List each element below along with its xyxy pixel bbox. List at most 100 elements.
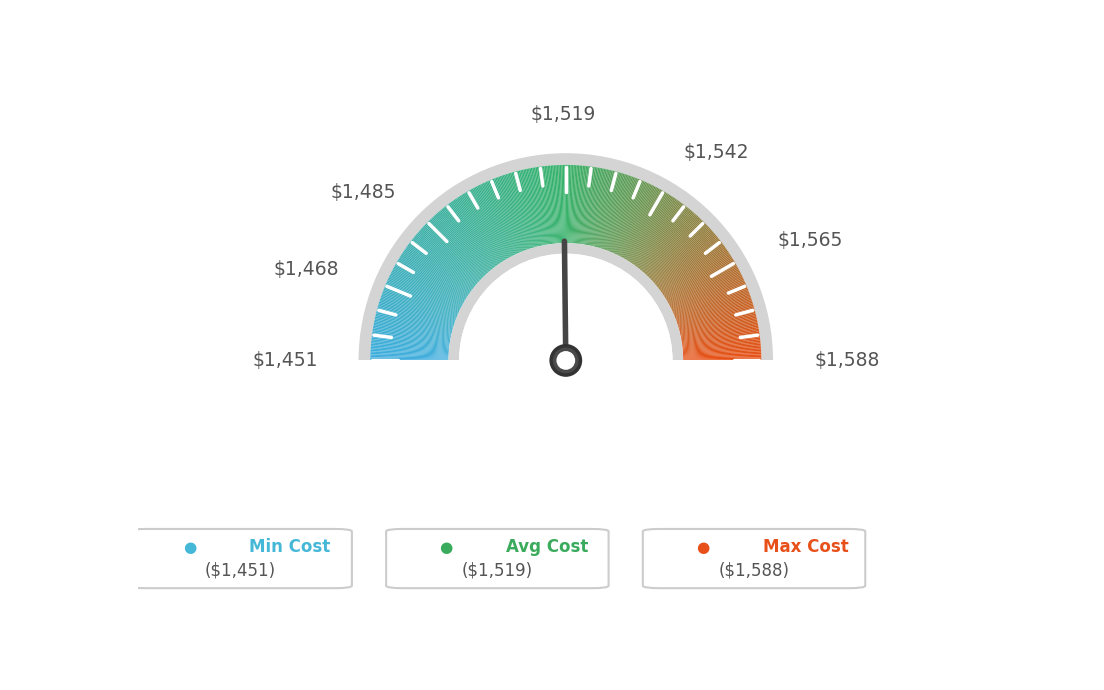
Wedge shape <box>604 175 630 250</box>
Wedge shape <box>666 258 733 300</box>
Wedge shape <box>476 186 512 256</box>
Wedge shape <box>383 290 456 319</box>
Wedge shape <box>402 252 468 296</box>
Wedge shape <box>683 350 761 355</box>
Wedge shape <box>406 247 470 293</box>
Wedge shape <box>448 203 496 266</box>
Wedge shape <box>577 166 587 244</box>
Wedge shape <box>566 165 569 243</box>
FancyBboxPatch shape <box>643 529 866 588</box>
Wedge shape <box>501 175 528 250</box>
Wedge shape <box>545 166 555 244</box>
Wedge shape <box>478 185 514 255</box>
Wedge shape <box>475 187 512 257</box>
Wedge shape <box>682 335 760 346</box>
Wedge shape <box>567 165 571 243</box>
Wedge shape <box>370 356 448 359</box>
Wedge shape <box>379 302 454 326</box>
Wedge shape <box>378 307 453 329</box>
Wedge shape <box>371 339 449 348</box>
Wedge shape <box>643 212 694 272</box>
Wedge shape <box>608 178 638 251</box>
Wedge shape <box>459 195 503 262</box>
Wedge shape <box>640 209 690 270</box>
Wedge shape <box>371 351 448 356</box>
Wedge shape <box>456 198 500 264</box>
Text: ●: ● <box>182 540 197 555</box>
Wedge shape <box>654 231 713 284</box>
Wedge shape <box>412 238 475 288</box>
Wedge shape <box>394 265 464 304</box>
Wedge shape <box>616 184 650 255</box>
Wedge shape <box>678 303 753 327</box>
Wedge shape <box>594 170 615 247</box>
Wedge shape <box>630 197 675 263</box>
Wedge shape <box>385 284 458 315</box>
Wedge shape <box>405 248 470 294</box>
Wedge shape <box>412 239 474 288</box>
Wedge shape <box>443 208 492 270</box>
Wedge shape <box>669 268 739 306</box>
Wedge shape <box>623 189 661 258</box>
Text: ($1,451): ($1,451) <box>205 562 276 580</box>
Wedge shape <box>422 228 479 282</box>
Wedge shape <box>378 306 453 328</box>
Wedge shape <box>502 175 529 250</box>
Wedge shape <box>677 295 751 322</box>
Wedge shape <box>626 192 667 260</box>
Wedge shape <box>618 186 655 256</box>
Wedge shape <box>664 253 730 297</box>
Wedge shape <box>591 169 608 246</box>
Wedge shape <box>397 259 465 301</box>
Wedge shape <box>415 235 476 286</box>
Wedge shape <box>628 195 672 262</box>
Wedge shape <box>549 166 556 244</box>
Wedge shape <box>593 170 613 246</box>
Wedge shape <box>665 256 732 298</box>
Wedge shape <box>682 331 760 344</box>
Wedge shape <box>375 316 452 335</box>
Wedge shape <box>371 337 449 348</box>
Wedge shape <box>661 248 726 294</box>
Wedge shape <box>673 282 745 314</box>
Wedge shape <box>370 354 448 357</box>
Circle shape <box>556 351 575 370</box>
Wedge shape <box>414 236 476 286</box>
Text: $1,588: $1,588 <box>814 351 880 370</box>
Wedge shape <box>682 345 761 352</box>
Wedge shape <box>677 299 752 324</box>
Text: Max Cost: Max Cost <box>763 538 848 556</box>
Wedge shape <box>569 165 572 243</box>
Text: $1,485: $1,485 <box>331 184 396 202</box>
Wedge shape <box>423 226 481 280</box>
Wedge shape <box>560 165 563 243</box>
Wedge shape <box>637 205 686 268</box>
Wedge shape <box>625 191 666 259</box>
Wedge shape <box>683 357 762 359</box>
Wedge shape <box>386 282 458 314</box>
Wedge shape <box>445 206 493 268</box>
Wedge shape <box>660 244 724 291</box>
Wedge shape <box>682 346 761 353</box>
Wedge shape <box>676 291 750 320</box>
Wedge shape <box>374 321 450 337</box>
Wedge shape <box>656 236 718 286</box>
Wedge shape <box>671 276 743 310</box>
Wedge shape <box>656 235 716 286</box>
Wedge shape <box>675 287 747 317</box>
Wedge shape <box>429 219 485 276</box>
Wedge shape <box>581 166 592 244</box>
Wedge shape <box>510 172 533 248</box>
Text: $1,451: $1,451 <box>252 351 318 370</box>
Wedge shape <box>432 217 486 275</box>
Wedge shape <box>394 266 463 305</box>
Wedge shape <box>652 229 711 282</box>
Wedge shape <box>659 243 723 290</box>
Wedge shape <box>678 304 754 328</box>
Wedge shape <box>520 170 540 246</box>
Wedge shape <box>440 210 491 270</box>
Wedge shape <box>464 193 506 260</box>
Wedge shape <box>497 177 526 250</box>
Wedge shape <box>639 208 689 270</box>
Wedge shape <box>626 193 668 260</box>
